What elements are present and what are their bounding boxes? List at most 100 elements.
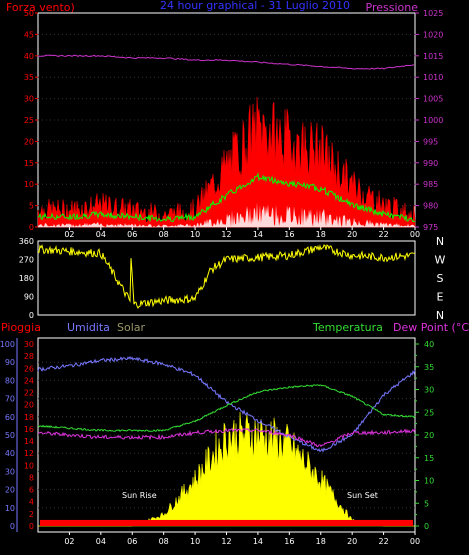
bottom-x-tick-label: 00 xyxy=(410,537,420,546)
top-series xyxy=(37,54,416,228)
compass-letter: S xyxy=(437,272,444,285)
humidity-label: Umidita xyxy=(67,321,110,334)
humidity-tick-label: 50 xyxy=(5,431,15,440)
temperature-tick-label: 20 xyxy=(424,431,434,440)
wind-direction-series xyxy=(37,244,416,310)
bottom-x-ticks: 02 04 06 08 10 12 14 16 18 20 22 00 xyxy=(64,532,420,546)
temperature-tick-label: 40 xyxy=(424,340,434,349)
temperature-tick-label: 15 xyxy=(424,454,434,463)
rain-tick-label: 2 xyxy=(29,510,34,519)
bottom-x-tick-label: 06 xyxy=(127,537,137,546)
humidity-tick-label: 0 xyxy=(10,522,15,531)
direction-axis-ticks: 360 270 180 90 0 xyxy=(19,237,34,320)
direction-tick-label: 360 xyxy=(19,237,34,246)
rain-label: Pioggia xyxy=(1,321,41,334)
pressure-axis-ticks: 1025 1020 1015 1010 1005 1000 995 990 985 980 975 xyxy=(415,9,443,232)
pressure-tick-label: 990 xyxy=(423,159,438,168)
wind-tick-label: 45 xyxy=(24,30,34,39)
top-panel: 24 hour graphical - 31 Luglio 2010 Forza… xyxy=(6,0,443,239)
pressure-tick-label: 1025 xyxy=(423,9,443,18)
rain-tick-label: 24 xyxy=(24,376,34,385)
humidity-tick-label: 90 xyxy=(5,358,15,367)
wind-tick-label: 25 xyxy=(24,116,34,125)
rain-tick-label: 30 xyxy=(24,340,34,349)
temperature-tick-label: 25 xyxy=(424,408,434,417)
rain-tick-label: 20 xyxy=(24,401,34,410)
wind-label: Forza vento) xyxy=(6,1,75,14)
rain-tick-label: 14 xyxy=(24,437,34,446)
temperature-label: Temperatura xyxy=(312,321,383,334)
wind-tick-label: 15 xyxy=(24,159,34,168)
rain-tick-label: 8 xyxy=(29,473,34,482)
sunset-label: Sun Set xyxy=(347,491,378,500)
rain-tick-label: 6 xyxy=(29,486,34,495)
compass-letter: E xyxy=(437,291,444,304)
temperature-tick-label: 35 xyxy=(424,363,434,372)
wind-tick-label: 20 xyxy=(24,137,34,146)
wind-tick-label: 35 xyxy=(24,73,34,82)
bottom-x-tick-label: 12 xyxy=(221,537,231,546)
rain-tick-label: 4 xyxy=(29,498,34,507)
rain-tick-label: 16 xyxy=(24,425,34,434)
pressure-tick-label: 1005 xyxy=(423,95,443,104)
bottom-panel: Pioggia Umidita Solar Temperatura Dew Po… xyxy=(0,321,469,546)
temperature-tick-label: 5 xyxy=(424,499,429,508)
top-x-tick-label: 02 xyxy=(64,230,74,239)
pressure-tick-label: 1000 xyxy=(423,116,443,125)
top-x-tick-label: 12 xyxy=(221,230,231,239)
wind-tick-label: 5 xyxy=(29,202,34,211)
humidity-tick-label: 20 xyxy=(5,486,15,495)
humidity-tick-label: 80 xyxy=(5,376,15,385)
top-x-tick-label: 04 xyxy=(96,230,106,239)
bottom-x-tick-label: 22 xyxy=(378,537,388,546)
rain-tick-label: 28 xyxy=(24,352,34,361)
dewpoint-label: Dew Point (°C) xyxy=(393,321,469,334)
bottom-x-tick-label: 04 xyxy=(96,537,106,546)
top-x-tick-label: 08 xyxy=(159,230,169,239)
humidity-tick-label: 40 xyxy=(5,449,15,458)
rain-tick-label: 10 xyxy=(24,461,34,470)
rain-series xyxy=(40,519,413,526)
wind-tick-label: 40 xyxy=(24,52,34,61)
direction-tick-label: 90 xyxy=(24,293,34,302)
rain-tick-label: 0 xyxy=(29,522,34,531)
wind-gust-series xyxy=(37,96,416,228)
bottom-series xyxy=(37,355,416,527)
solar-label: Solar xyxy=(117,321,146,334)
wind-tick-label: 50 xyxy=(24,9,34,18)
top-x-tick-label: 10 xyxy=(190,230,200,239)
top-x-ticks: 02 04 06 08 10 12 14 16 18 20 22 00 xyxy=(64,227,420,239)
top-x-tick-label: 22 xyxy=(378,230,388,239)
temperature-tick-label: 10 xyxy=(424,477,434,486)
pressure-series xyxy=(37,54,415,70)
pressure-tick-label: 980 xyxy=(423,202,438,211)
bottom-x-tick-label: 20 xyxy=(347,537,357,546)
top-x-tick-label: 16 xyxy=(284,230,294,239)
pressure-tick-label: 1015 xyxy=(423,52,443,61)
pressure-tick-label: 1010 xyxy=(423,73,443,82)
rain-tick-label: 12 xyxy=(24,449,34,458)
humidity-tick-label: 100 xyxy=(0,340,15,349)
sunrise-label: Sun Rise xyxy=(122,491,157,500)
compass-letter: W xyxy=(435,254,446,267)
humidity-tick-label: 60 xyxy=(5,413,15,422)
temperature-tick-label: 0 xyxy=(424,522,429,531)
direction-tick-label: 270 xyxy=(19,256,34,265)
humidity-tick-label: 70 xyxy=(5,395,15,404)
wind-tick-label: 10 xyxy=(24,180,34,189)
compass-letter: N xyxy=(436,235,444,248)
direction-tick-label: 180 xyxy=(19,274,34,283)
humidity-tick-label: 30 xyxy=(5,467,15,476)
wind-tick-label: 30 xyxy=(24,95,34,104)
direction-series xyxy=(37,244,416,310)
rain-tick-label: 18 xyxy=(24,413,34,422)
top-x-tick-label: 20 xyxy=(347,230,357,239)
pressure-label: Pressione xyxy=(366,1,419,14)
dewpoint-series xyxy=(37,427,416,448)
humidity-tick-label: 10 xyxy=(5,504,15,513)
pressure-tick-label: 985 xyxy=(423,180,438,189)
